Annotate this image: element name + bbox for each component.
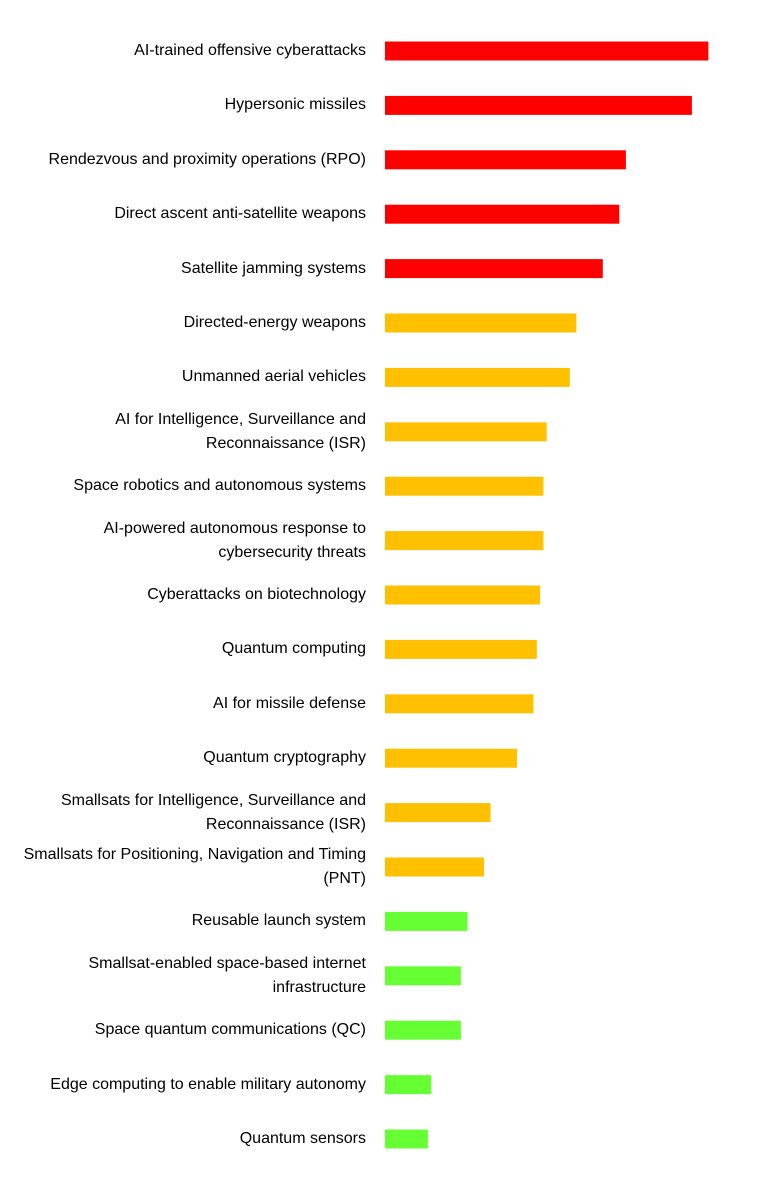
category-label: Space quantum communications (QC) xyxy=(94,1021,366,1039)
category-label: Hypersonic missiles xyxy=(224,96,366,114)
category-label: Quantum computing xyxy=(221,640,366,658)
category-label: AI for Intelligence, Surveillance and Re… xyxy=(115,410,366,452)
bar xyxy=(385,857,484,877)
bar xyxy=(385,41,709,61)
category-label: Reusable launch system xyxy=(191,912,366,930)
bar xyxy=(385,531,544,551)
category-label: AI for missile defense xyxy=(213,694,366,712)
category-label: Smallsats for Intelligence, Surveillance… xyxy=(60,791,366,833)
bar xyxy=(385,259,603,279)
category-label: Edge computing to enable military autono… xyxy=(50,1075,366,1093)
category-label: Smallsat-enabled space-based internet in… xyxy=(88,954,367,996)
bar xyxy=(385,1020,461,1040)
category-label: Rendezvous and proximity operations (RPO… xyxy=(48,150,366,168)
bar xyxy=(385,204,620,224)
bar xyxy=(385,966,461,986)
category-label: Unmanned aerial vehicles xyxy=(181,368,366,386)
bar xyxy=(385,748,517,768)
bar xyxy=(385,694,534,714)
bar xyxy=(385,911,468,931)
bar xyxy=(385,476,544,496)
bar xyxy=(385,639,537,659)
bar xyxy=(385,585,541,605)
bar xyxy=(385,803,491,823)
category-label: AI-powered autonomous response to cybers… xyxy=(103,519,366,561)
category-label: AI-trained offensive cyberattacks xyxy=(134,42,366,59)
bar xyxy=(385,367,570,387)
bar xyxy=(385,150,626,170)
bar xyxy=(385,422,547,442)
bar xyxy=(385,313,577,333)
category-label: Directed-energy weapons xyxy=(183,314,366,331)
bar xyxy=(385,95,692,115)
category-label: Satellite jamming systems xyxy=(181,259,366,277)
category-label: Quantum cryptography xyxy=(203,749,366,767)
bar xyxy=(385,1075,432,1095)
category-label: Quantum sensors xyxy=(239,1130,366,1147)
category-label: Smallsats for Positioning, Navigation an… xyxy=(23,846,366,887)
category-label: Direct ascent anti-satellite weapons xyxy=(114,205,366,223)
category-label: Cyberattacks on biotechnology xyxy=(147,586,366,603)
bar xyxy=(385,1129,428,1149)
category-label: Space robotics and autonomous systems xyxy=(73,477,366,495)
